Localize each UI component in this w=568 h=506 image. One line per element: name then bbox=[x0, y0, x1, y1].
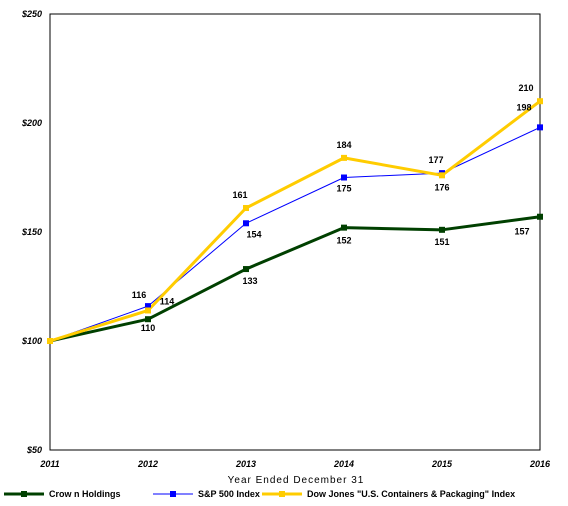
x-tick-label: 2012 bbox=[137, 459, 158, 469]
y-tick-label: $50 bbox=[26, 445, 42, 455]
data-point bbox=[145, 316, 151, 323]
data-label: 175 bbox=[336, 184, 351, 194]
data-point bbox=[537, 213, 543, 220]
legend-label: Crow n Holdings bbox=[49, 489, 121, 499]
data-point bbox=[243, 266, 249, 273]
legend-marker bbox=[279, 491, 285, 497]
series-lines bbox=[49, 100, 541, 343]
x-tick-label: 2014 bbox=[333, 459, 354, 469]
series-line-2 bbox=[49, 100, 541, 343]
data-label: 210 bbox=[518, 83, 533, 93]
data-label: 161 bbox=[232, 190, 247, 200]
data-label: 198 bbox=[516, 102, 531, 112]
data-point bbox=[47, 338, 53, 344]
y-axis-ticks: $50 $100 $150 $200 $250 bbox=[21, 9, 42, 455]
series-line-1 bbox=[49, 126, 541, 342]
y-tick-label: $200 bbox=[21, 118, 42, 128]
data-label: 151 bbox=[434, 237, 449, 247]
data-point bbox=[341, 224, 347, 231]
data-label: 152 bbox=[336, 236, 351, 246]
x-axis-ticks: 2011 2012 2013 2014 2015 2016 bbox=[39, 459, 551, 469]
data-label: 176 bbox=[434, 182, 449, 192]
data-label: 157 bbox=[514, 227, 529, 237]
series-line-0 bbox=[49, 215, 541, 343]
data-point bbox=[243, 205, 249, 212]
legend-marker bbox=[170, 491, 176, 497]
data-point bbox=[341, 174, 347, 181]
data-label: 114 bbox=[160, 296, 175, 306]
data-label: 116 bbox=[132, 290, 147, 300]
data-label: 177 bbox=[428, 155, 443, 165]
data-label: 133 bbox=[242, 276, 257, 286]
series-markers bbox=[47, 98, 543, 344]
data-point bbox=[439, 226, 445, 233]
data-point bbox=[243, 220, 249, 227]
data-point bbox=[145, 307, 151, 314]
data-label: 184 bbox=[336, 140, 351, 150]
plot-area bbox=[49, 13, 541, 451]
x-tick-label: 2015 bbox=[431, 459, 453, 469]
y-tick-label: $250 bbox=[21, 9, 42, 19]
x-tick-label: 2011 bbox=[39, 459, 59, 469]
x-tick-label: 2016 bbox=[529, 459, 551, 469]
y-tick-label: $150 bbox=[21, 227, 42, 237]
x-tick-label: 2013 bbox=[235, 459, 256, 469]
data-point bbox=[537, 98, 543, 105]
data-labels: 110 133 152 151 157 116 154 175 177 198 114 161 184 1… bbox=[132, 83, 534, 333]
data-point bbox=[537, 124, 543, 131]
legend-marker bbox=[21, 491, 27, 497]
data-point bbox=[341, 154, 347, 161]
data-label: 110 bbox=[141, 323, 156, 333]
data-point bbox=[439, 172, 445, 179]
data-point bbox=[145, 303, 151, 310]
legend-label: S&P 500 Index bbox=[198, 489, 260, 499]
legend: Crow n Holdings S&P 500 Index Dow Jones "U… bbox=[4, 489, 515, 499]
legend-label: Dow Jones "U.S. Containers & Packaging" … bbox=[307, 489, 515, 499]
data-label: 154 bbox=[246, 229, 261, 239]
x-axis-title: Year Ended December 31 bbox=[228, 475, 365, 486]
y-tick-label: $100 bbox=[21, 336, 42, 346]
